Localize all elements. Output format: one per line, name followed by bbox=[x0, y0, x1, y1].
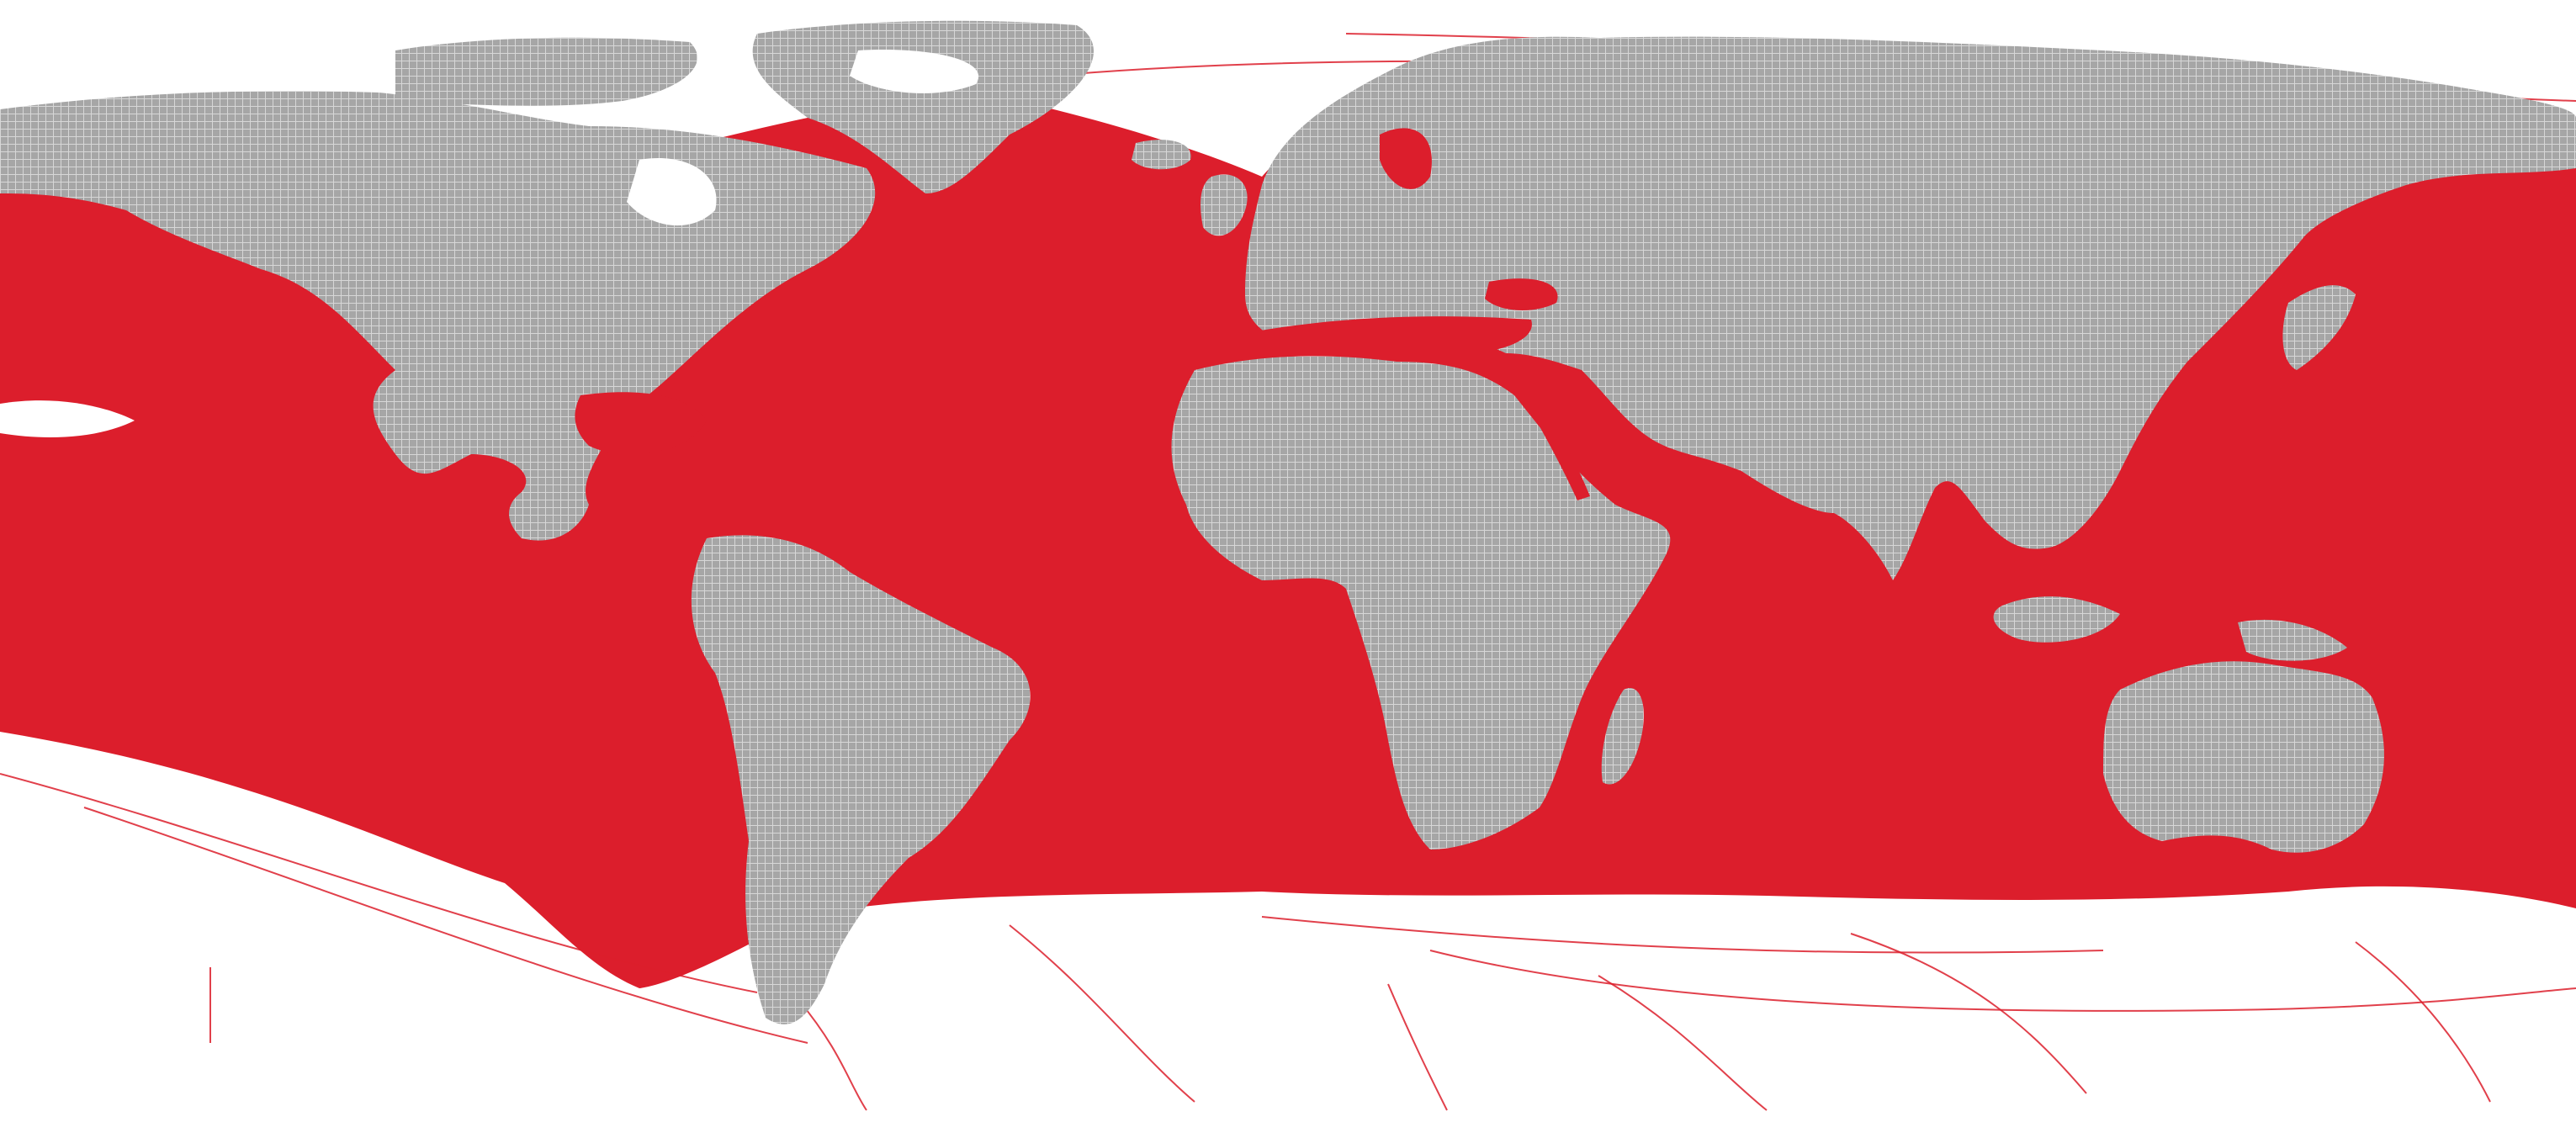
africa bbox=[1171, 356, 1671, 849]
gulf-of-mexico bbox=[575, 392, 707, 454]
mediterranean-sea bbox=[1228, 316, 1532, 357]
british-isles bbox=[1201, 174, 1248, 236]
australia bbox=[2103, 661, 2384, 853]
indonesia bbox=[1993, 596, 2120, 643]
enclosed-seas-traffic bbox=[575, 128, 1590, 500]
greenland bbox=[752, 20, 1095, 193]
madagascar bbox=[1601, 688, 1644, 785]
new-guinea bbox=[2238, 619, 2347, 661]
canadian-arctic bbox=[395, 37, 697, 106]
black-sea bbox=[1485, 278, 1558, 311]
south-america bbox=[691, 535, 1031, 1024]
inland-water bbox=[0, 50, 979, 437]
europe-asia bbox=[1245, 36, 2576, 581]
japan bbox=[2282, 285, 2356, 370]
iceland bbox=[1132, 140, 1191, 170]
baltic-sea bbox=[1380, 128, 1432, 189]
red-sea bbox=[1514, 378, 1590, 500]
